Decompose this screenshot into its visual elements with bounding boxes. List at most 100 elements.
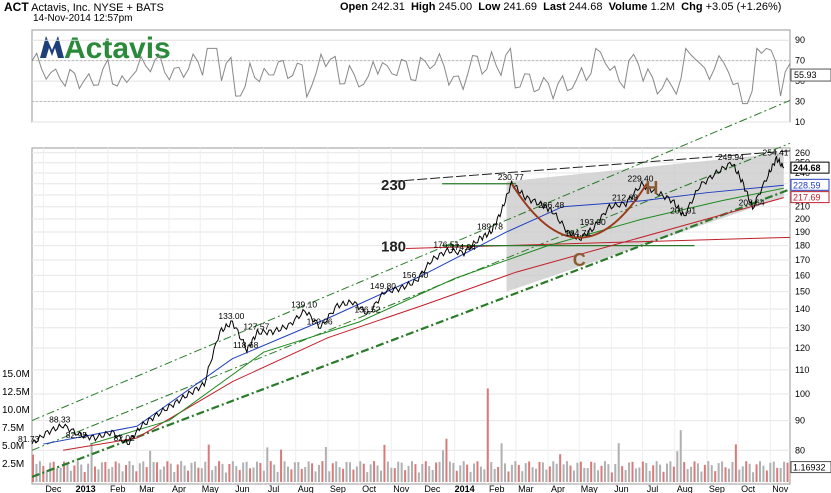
x-tick-label: Dec xyxy=(424,484,441,493)
price-tick-label: 200 xyxy=(795,214,810,224)
volume-bar xyxy=(483,469,486,482)
volume-bar xyxy=(152,461,155,482)
volume-bar xyxy=(242,462,245,482)
volume-bar xyxy=(348,462,351,482)
rsi-tick-label: 90 xyxy=(795,35,805,45)
rsi-tick-label: 70 xyxy=(795,56,805,66)
volume-bar xyxy=(269,461,272,482)
volume-bar xyxy=(462,461,465,482)
volume-bar xyxy=(262,470,265,482)
volume-bar xyxy=(703,464,706,482)
volume-bar xyxy=(683,462,686,482)
x-tick-label: Mar xyxy=(518,484,534,493)
last-label: Last xyxy=(543,1,566,13)
volume-bar xyxy=(235,466,238,482)
high-value: 245.00 xyxy=(438,1,473,13)
volume-bar xyxy=(572,470,575,482)
volume-bar xyxy=(373,461,376,482)
volume-bar xyxy=(35,464,38,482)
ma-red-line xyxy=(63,197,784,451)
price-point-label: 174.94 xyxy=(450,242,476,252)
price-tick-label: 110 xyxy=(795,365,809,375)
volume-bar xyxy=(204,461,207,482)
volume-bar xyxy=(331,463,334,482)
volume-bar xyxy=(634,468,637,482)
right-value-badge xyxy=(790,191,830,204)
volume-bar xyxy=(741,466,744,482)
volume-bar xyxy=(266,447,269,482)
volume-bar xyxy=(445,438,448,482)
volume-value: 1.2M xyxy=(650,1,676,13)
volume-bar xyxy=(421,463,424,482)
price-point-label: 176.51 xyxy=(433,240,459,250)
volume-bar xyxy=(190,462,193,482)
right-value-label: 244.68 xyxy=(793,163,821,173)
price-point-label: 130.06 xyxy=(307,317,333,327)
volume-bar xyxy=(531,467,534,482)
price-tick-label: 130 xyxy=(795,323,810,333)
price-tick-label: 180 xyxy=(795,241,810,251)
volume-bar xyxy=(700,471,703,482)
price-point-label: 193.00 xyxy=(580,217,606,227)
x-tick-label: Sep xyxy=(330,484,346,493)
price-point-label: 81.73 xyxy=(18,434,40,444)
volume-bar xyxy=(118,463,121,482)
volume-bar xyxy=(183,465,186,482)
volume-bar xyxy=(659,464,662,482)
price-point-label: 139.10 xyxy=(291,300,317,310)
volume-bar xyxy=(345,461,348,482)
volume-bar xyxy=(548,466,551,482)
volume-bar xyxy=(366,472,369,482)
volume-bar xyxy=(135,471,138,482)
rsi-last-label: 55.93 xyxy=(794,70,817,80)
volume-tick-label: 15.0M xyxy=(2,369,30,380)
volume-bar xyxy=(690,466,693,482)
volume-bar xyxy=(335,461,338,482)
price-tick-label: 100 xyxy=(795,389,810,399)
volume-bars xyxy=(32,388,789,482)
cup-arc xyxy=(510,183,648,239)
volume-bar xyxy=(676,451,679,482)
volume-bar xyxy=(228,464,231,482)
actavis-logo: Actavis xyxy=(40,32,171,65)
volume-bar xyxy=(641,461,644,482)
volume-bar xyxy=(696,463,699,482)
volume-bar xyxy=(417,472,420,482)
x-tick-label: Jun xyxy=(235,484,250,493)
volume-bar xyxy=(669,461,672,482)
volume-bar xyxy=(159,469,162,482)
volume-bar xyxy=(218,461,221,482)
right-value-badge xyxy=(790,161,830,174)
x-tick-label: Aug xyxy=(298,484,314,493)
volume-bar xyxy=(721,461,724,482)
volume-bar xyxy=(504,463,507,482)
volume-bar xyxy=(469,471,472,482)
logo-mark-icon xyxy=(40,36,64,58)
price-tick-label: 150 xyxy=(795,287,810,297)
volume-bar xyxy=(586,468,589,482)
volume-bar xyxy=(49,462,52,482)
volume-bar xyxy=(90,443,93,482)
annotation-c: C xyxy=(573,250,586,270)
last-value: 244.68 xyxy=(568,1,603,13)
volume-bar xyxy=(111,467,114,482)
volume-bar xyxy=(45,470,48,482)
volume-bar xyxy=(731,461,734,482)
volume-bar xyxy=(104,462,107,482)
volume-bar xyxy=(352,469,355,482)
volume-bar xyxy=(493,468,496,482)
volume-bar xyxy=(755,464,758,482)
volume-bar xyxy=(466,464,469,482)
volume-bar xyxy=(393,468,396,482)
volume-bar xyxy=(32,454,34,482)
header-line-1: ACT Actavis, Inc. NYSE + BATS Open 242.3… xyxy=(4,0,824,14)
volume-bar xyxy=(180,461,183,482)
volume-bar xyxy=(555,463,558,482)
volume-bar xyxy=(507,471,510,482)
volume-bar xyxy=(383,444,386,482)
rsi-last-badge xyxy=(790,68,831,82)
volume-tick-label: 5.0M xyxy=(2,441,24,452)
volume-bar xyxy=(765,470,768,482)
right-value-badge xyxy=(790,178,830,191)
open-label: Open xyxy=(340,1,369,13)
